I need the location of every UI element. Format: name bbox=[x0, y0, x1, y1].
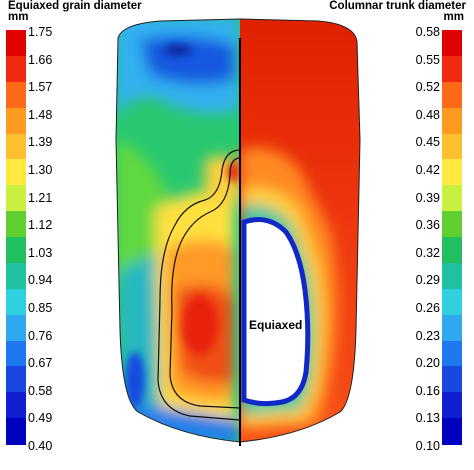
colorbar-swatch bbox=[6, 159, 26, 186]
tick-label: 0.58 bbox=[415, 25, 440, 39]
tick-label: 0.26 bbox=[415, 301, 440, 315]
tick-label: 1.21 bbox=[28, 190, 53, 205]
colorbar-swatch bbox=[442, 314, 462, 341]
left-colorbar bbox=[6, 30, 26, 445]
colorbar-swatch bbox=[442, 262, 462, 290]
colorbar-swatch bbox=[6, 314, 26, 341]
colorbar-swatch bbox=[442, 55, 462, 83]
tick-label: 1.30 bbox=[28, 163, 53, 177]
tick-label: 0.55 bbox=[415, 52, 440, 67]
tick-label: 0.49 bbox=[28, 411, 53, 426]
tick-label: 1.39 bbox=[28, 135, 53, 150]
tick-label: 1.75 bbox=[28, 25, 53, 39]
tick-label: 0.58 bbox=[28, 383, 53, 398]
tick-label: 0.29 bbox=[415, 273, 440, 288]
left-scale-unit: mm bbox=[8, 11, 29, 23]
colorbar-swatch bbox=[6, 392, 26, 419]
tick-label: 1.57 bbox=[28, 80, 53, 95]
colorbar-swatch bbox=[6, 30, 26, 57]
tick-label: 0.45 bbox=[415, 135, 440, 150]
tick-label: 0.85 bbox=[28, 301, 53, 315]
colorbar-swatch bbox=[442, 107, 462, 134]
equiaxed-label: Equiaxed bbox=[249, 318, 303, 332]
colorbar-swatch bbox=[442, 366, 462, 393]
tick-label: 0.20 bbox=[415, 356, 440, 371]
colorbar-swatch bbox=[6, 81, 26, 109]
tick-label: 0.48 bbox=[415, 107, 440, 122]
tick-label: 0.39 bbox=[415, 190, 440, 205]
colorbar-swatch bbox=[6, 185, 26, 212]
colorbar-swatch bbox=[6, 366, 26, 393]
outer-boundary-contour bbox=[157, 149, 241, 421]
inner-boundary-contour bbox=[169, 157, 241, 409]
tick-label: 1.03 bbox=[28, 245, 53, 260]
colorbar-swatch bbox=[6, 288, 26, 316]
tick-label: 1.48 bbox=[28, 107, 53, 122]
tick-label: 0.10 bbox=[415, 439, 440, 453]
colorbar-swatch bbox=[6, 340, 26, 367]
colorbar-swatch bbox=[442, 81, 462, 109]
right-scale-title: Columnar trunk diameter bbox=[329, 0, 466, 12]
colorbar-swatch bbox=[442, 340, 462, 367]
colorbar-swatch bbox=[442, 185, 462, 212]
colorbar-swatch bbox=[442, 133, 462, 160]
tick-label: 0.94 bbox=[28, 273, 53, 288]
ingot-outline bbox=[115, 18, 361, 443]
left-scale-title: Equiaxed grain diameter bbox=[8, 0, 142, 12]
colorbar-swatch bbox=[6, 133, 26, 160]
tick-label: 0.67 bbox=[28, 356, 53, 371]
colorbar-swatch bbox=[442, 159, 462, 186]
tick-label: 1.12 bbox=[28, 218, 53, 233]
colorbar-swatch bbox=[6, 107, 26, 134]
tick-label: 0.36 bbox=[415, 218, 440, 233]
colorbar-swatch bbox=[6, 237, 26, 264]
tick-label: 0.76 bbox=[28, 328, 53, 343]
colorbar-swatch bbox=[6, 211, 26, 238]
tick-label: 0.32 bbox=[415, 245, 440, 260]
right-colorbar bbox=[442, 30, 462, 445]
tick-label: 1.66 bbox=[28, 52, 53, 67]
colorbar-swatch bbox=[442, 30, 462, 57]
tick-label: 0.16 bbox=[415, 383, 440, 398]
tick-label: 0.52 bbox=[415, 80, 440, 95]
colorbar-swatch bbox=[6, 262, 26, 290]
colorbar-swatch bbox=[442, 237, 462, 264]
right-scale-unit: mm bbox=[443, 11, 464, 23]
tick-label: 0.42 bbox=[415, 163, 440, 177]
tick-label: 0.23 bbox=[415, 328, 440, 343]
colorbar-swatch bbox=[442, 288, 462, 316]
colorbar-swatch bbox=[6, 418, 26, 445]
colorbar-swatch bbox=[442, 211, 462, 238]
tick-label: 0.13 bbox=[415, 411, 440, 426]
colorbar-swatch bbox=[442, 392, 462, 419]
colorbar-swatch bbox=[442, 418, 462, 445]
equiaxed-zone bbox=[241, 217, 311, 407]
colorbar-swatch bbox=[6, 55, 26, 83]
tick-label: 0.40 bbox=[28, 439, 53, 453]
